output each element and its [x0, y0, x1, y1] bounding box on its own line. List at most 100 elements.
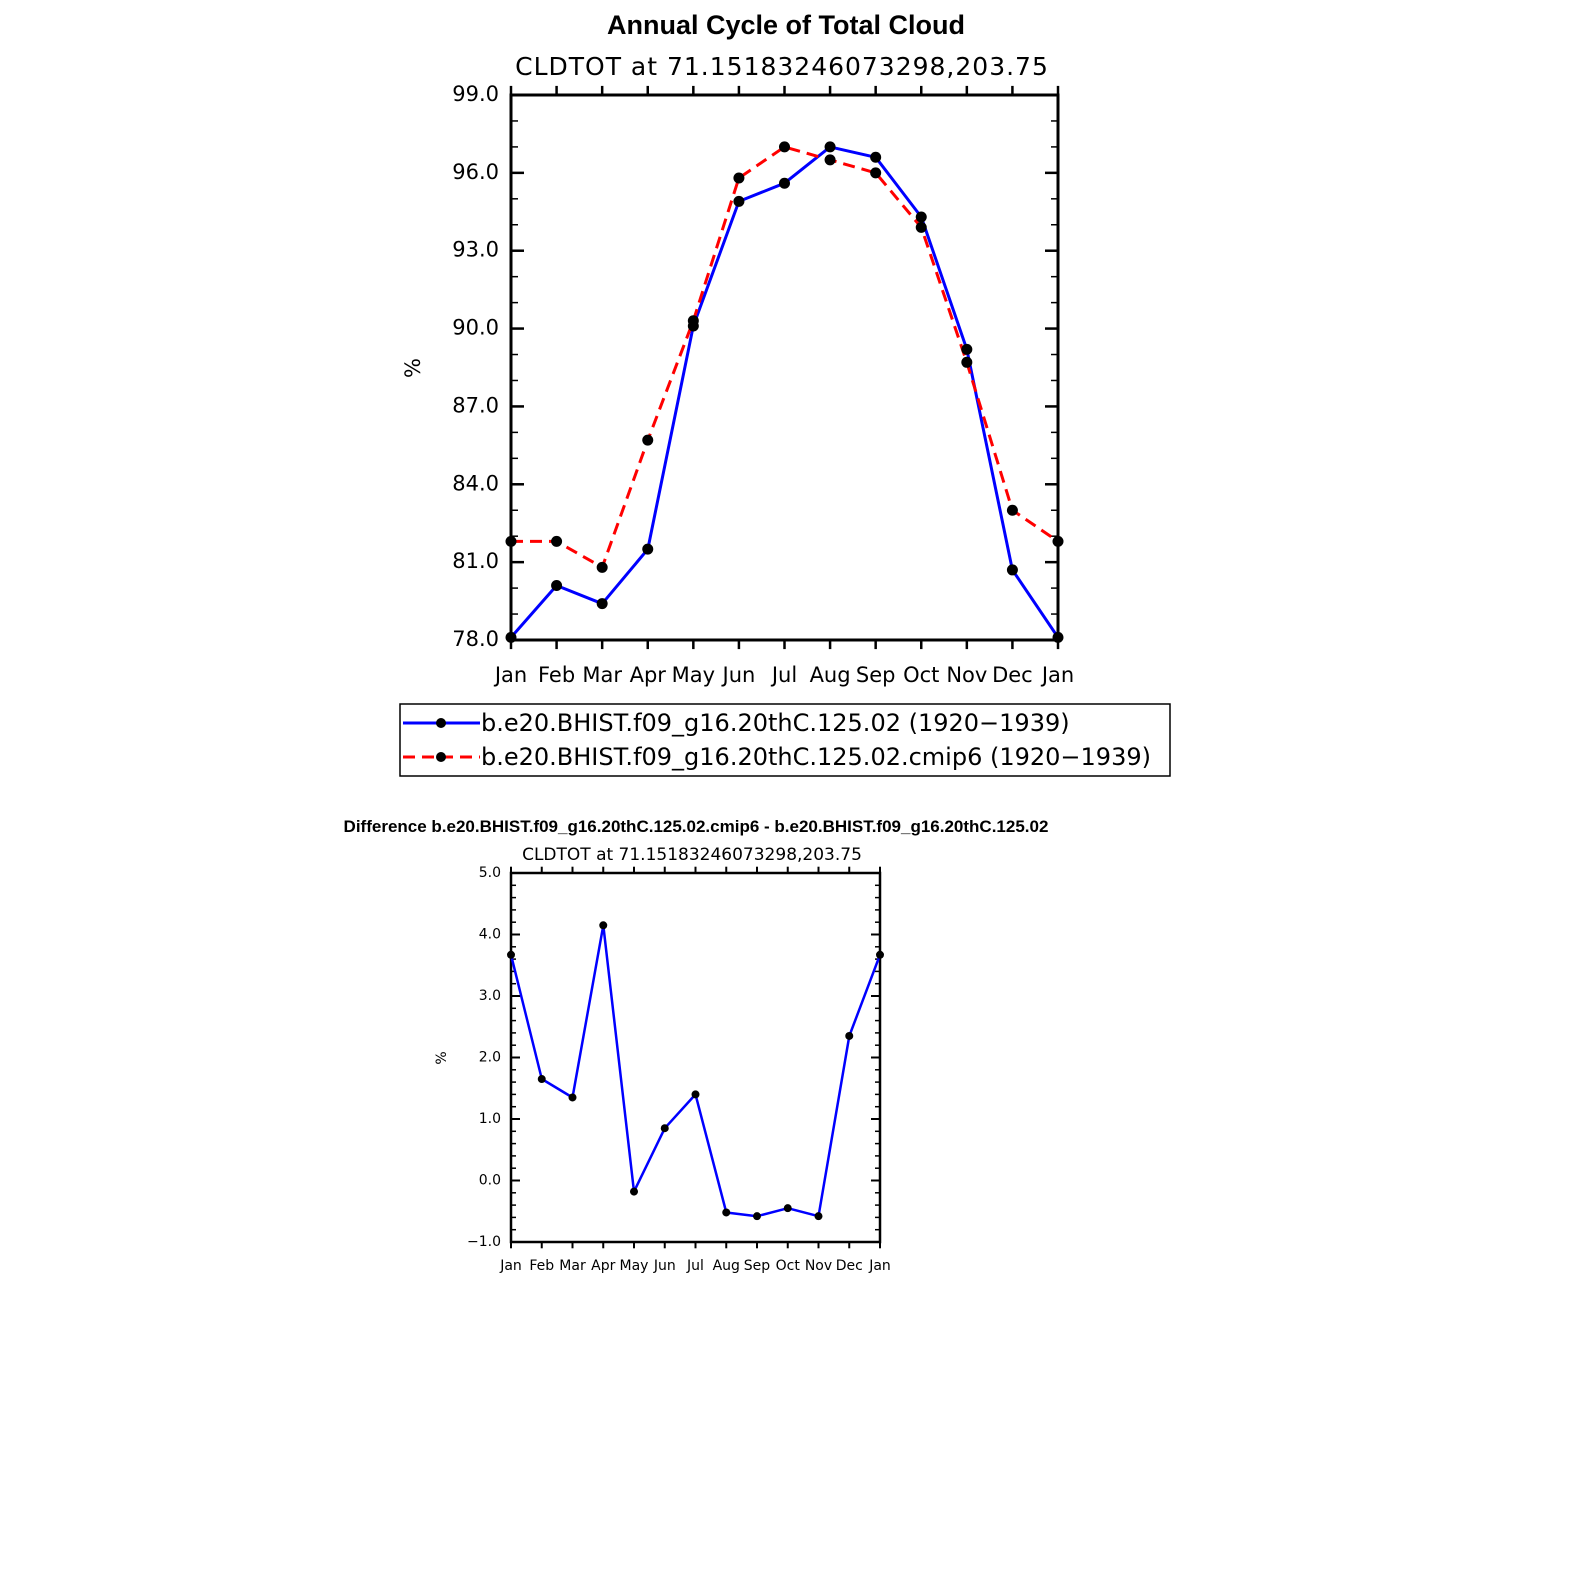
y-tick-label: 3.0	[479, 988, 501, 1004]
series-line-1	[511, 145, 1059, 569]
chart-title: Annual Cycle of Total Cloud	[607, 10, 965, 40]
x-axis: Jan Feb Mar Apr May Jun Jul Aug Sep Oct Nov Dec Jan	[499, 866, 891, 1274]
legend: b.e20.BHIST.f09_g16.20thC.125.02 (1920−1…	[399, 703, 1171, 777]
y-tick-label: 78.0	[452, 627, 499, 651]
x-tick-label: Apr	[630, 663, 667, 687]
y-tick-label: 90.0	[452, 316, 499, 340]
y-tick-label: −1.0	[467, 1234, 501, 1250]
y-axis-label: %	[401, 358, 425, 378]
series-0-point	[824, 141, 836, 153]
chart-subtitle: CLDTOT at 71.15183246073298,203.75	[522, 845, 862, 865]
y-tick-label: 84.0	[452, 471, 499, 495]
x-tick-label: Oct	[903, 663, 939, 687]
series-1-point	[551, 535, 563, 547]
series-0-point	[783, 1204, 792, 1213]
series-1-point	[642, 434, 654, 446]
y-tick-label: 4.0	[479, 927, 501, 943]
x-tick-label: Jul	[686, 1258, 704, 1274]
legend-marker-0	[436, 718, 446, 728]
legend-frame	[399, 703, 1171, 777]
x-tick-label: Jun	[653, 1258, 676, 1274]
y-axis-label: %	[434, 1051, 450, 1064]
series-0-point	[722, 1208, 731, 1217]
x-tick-label: Feb	[538, 663, 575, 687]
x-tick-label: Jul	[770, 663, 797, 687]
x-tick-label: Nov	[805, 1258, 832, 1274]
series-1-point	[915, 221, 927, 233]
x-tick-label: Sep	[744, 1258, 771, 1274]
y-tick-label: 81.0	[452, 549, 499, 573]
legend-label-0: b.e20.BHIST.f09_g16.20thC.125.02 (1920−1…	[481, 709, 1070, 737]
difference-chart: Difference b.e20.BHIST.f09_g16.20thC.125…	[344, 817, 1049, 1274]
y-tick-label: 1.0	[479, 1111, 501, 1127]
chart-subtitle: CLDTOT at 71.15183246073298,203.75	[515, 52, 1049, 81]
x-tick-label: Mar	[582, 663, 622, 687]
y-tick-label: 0.0	[479, 1173, 501, 1189]
series-0-point	[733, 195, 745, 207]
series-1-point	[961, 356, 973, 368]
series-0-point	[779, 177, 790, 189]
x-tick-label: Jan	[1040, 663, 1074, 687]
series-1-point	[779, 141, 790, 153]
x-tick-label: Jan	[493, 663, 527, 687]
series-0-point	[505, 631, 517, 643]
y-tick-label: 99.0	[452, 82, 499, 106]
x-tick-label: Nov	[946, 663, 987, 687]
series-0-point	[814, 1212, 823, 1221]
x-tick-label: May	[620, 1258, 649, 1274]
series-layer	[507, 921, 884, 1221]
series-line-0	[509, 145, 1060, 639]
legend-item-0: b.e20.BHIST.f09_g16.20thC.125.02 (1920−1…	[403, 709, 1070, 737]
legend-item-1: b.e20.BHIST.f09_g16.20thC.125.02.cmip6 (…	[403, 743, 1151, 771]
y-tick-label: 87.0	[452, 393, 499, 417]
series-0-point	[753, 1212, 761, 1221]
x-tick-label: Sep	[856, 663, 896, 687]
x-tick-label: Feb	[529, 1258, 554, 1274]
y-tick-label: 93.0	[452, 238, 499, 262]
series-0-point	[599, 921, 608, 930]
y-tick-label: 5.0	[479, 865, 501, 881]
y-axis: 78.0 81.0 84.0 87.0 90.0 93.0 96.0 99.0	[452, 82, 1058, 651]
x-tick-label: Apr	[591, 1258, 615, 1274]
series-0-point	[691, 1090, 700, 1099]
series-0-point	[568, 1093, 577, 1102]
series-0-point	[507, 950, 515, 959]
series-1-point	[870, 167, 882, 179]
series-1-point	[505, 535, 517, 547]
series-0-point	[870, 151, 882, 163]
x-tick-label: Dec	[992, 663, 1033, 687]
series-1-point	[687, 315, 699, 327]
x-tick-label: Dec	[836, 1258, 863, 1274]
annual-cycle-chart: Annual Cycle of Total Cloud CLDTOT at 71…	[399, 10, 1171, 777]
x-tick-label: Jan	[868, 1258, 891, 1274]
plot-frame	[509, 93, 1060, 642]
y-tick-label: 2.0	[479, 1050, 501, 1066]
series-line-0	[509, 924, 882, 1218]
series-0-point	[1006, 564, 1018, 576]
series-0-point	[537, 1075, 546, 1084]
x-tick-label: Jun	[721, 663, 756, 687]
x-tick-label: Jan	[499, 1258, 522, 1274]
x-tick-label: Oct	[776, 1258, 801, 1274]
series-0-point	[642, 543, 654, 555]
series-0-point	[915, 211, 927, 223]
series-0-point	[630, 1187, 638, 1196]
legend-label-1: b.e20.BHIST.f09_g16.20thC.125.02.cmip6 (…	[481, 743, 1151, 771]
series-0-point	[961, 343, 973, 355]
x-tick-label: Aug	[713, 1258, 740, 1274]
series-1-point	[733, 172, 745, 184]
series-0-point	[876, 950, 884, 959]
x-tick-label: Mar	[559, 1258, 586, 1274]
series-0-point	[845, 1031, 854, 1040]
series-layer	[505, 141, 1064, 643]
series-0-point	[596, 598, 608, 610]
series-0-point	[1052, 631, 1064, 643]
series-1-point	[1052, 535, 1064, 547]
chart-title: Difference b.e20.BHIST.f09_g16.20thC.125…	[344, 817, 1049, 836]
y-axis: −1.0 0.0 1.0 2.0 3.0 4.0 5.0	[467, 865, 880, 1250]
x-axis: Jan Feb Mar Apr May Jun Jul Aug Sep Oct Nov Dec Jan	[493, 85, 1074, 687]
series-1-point	[824, 154, 836, 166]
y-tick-label: 96.0	[452, 160, 499, 184]
series-0-point	[660, 1124, 669, 1133]
